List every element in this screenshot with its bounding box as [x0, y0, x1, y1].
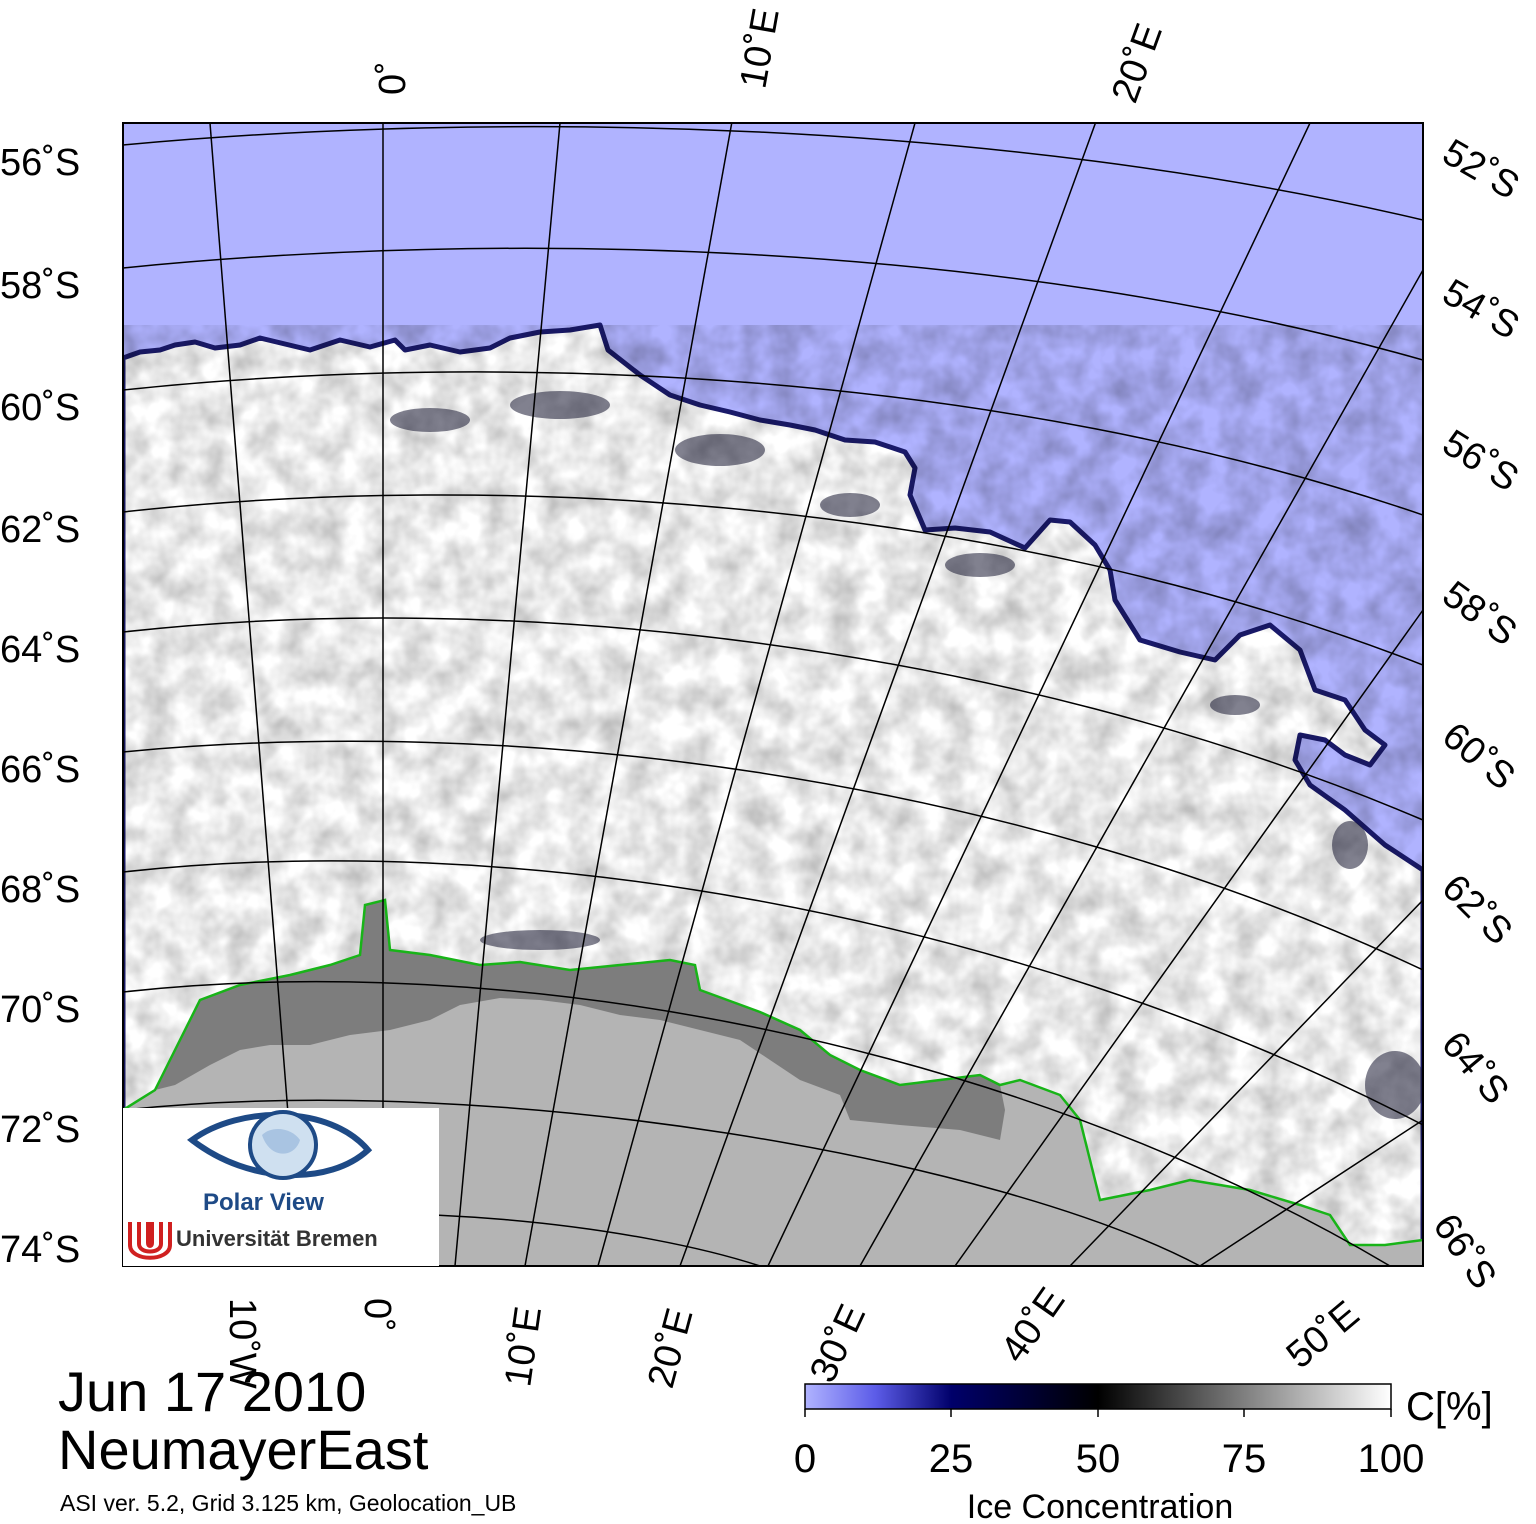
colorbar-tick: 50: [1076, 1437, 1121, 1481]
lat-label: 56˚S: [0, 142, 80, 184]
colorbar-tick: 25: [929, 1437, 974, 1481]
lat-label: 58˚S: [1435, 573, 1525, 654]
lat-label: 52˚S: [1436, 131, 1527, 208]
colorbar: 0 25 50 75 100 C[%] Ice Concentration: [794, 1383, 1493, 1524]
bremen-seal-icon: [128, 1222, 172, 1260]
lon-label: 10˚W: [221, 1298, 263, 1389]
region-title: NeumayerEast: [58, 1418, 429, 1481]
lat-label: 66˚S: [1425, 1207, 1505, 1297]
product-info: ASI ver. 5.2, Grid 3.125 km, Geolocation…: [60, 1490, 517, 1516]
lat-labels-right: 52˚S 54˚S 56˚S 58˚S 60˚S 62˚S 64˚S 66˚S: [1425, 131, 1526, 1296]
lon-label: 40˚E: [993, 1280, 1073, 1370]
graticule: [123, 123, 1423, 1266]
date-title: Jun 17 2010: [58, 1360, 367, 1423]
logo-university: Universität Bremen: [176, 1226, 378, 1251]
lon-label: 0˚: [356, 1298, 398, 1332]
colorbar-unit: C[%]: [1406, 1385, 1493, 1429]
lon-label: 10˚E: [497, 1304, 550, 1389]
lat-label: 68˚S: [0, 869, 80, 911]
lat-label: 62˚S: [1434, 867, 1520, 953]
map-frame: [122, 122, 1424, 1267]
eye-globe-icon: [187, 1110, 373, 1180]
lon-label: 20˚E: [1104, 18, 1171, 108]
lon-label: 20˚E: [640, 1304, 701, 1392]
lat-label: 64˚S: [0, 629, 80, 671]
lon-label: 50˚E: [1279, 1293, 1367, 1377]
colorbar-tick: 100: [1358, 1437, 1425, 1481]
lon-label: 0˚: [372, 61, 414, 95]
colorbar-gradient: [804, 1383, 1392, 1410]
lat-label: 60˚S: [1434, 715, 1522, 799]
lon-labels-top: 0˚ 10˚E 20˚E: [372, 5, 1171, 108]
lat-label: 70˚S: [0, 989, 80, 1031]
lat-label: 66˚S: [0, 749, 80, 791]
ice-shelf: [155, 900, 1005, 1140]
lat-label: 74˚S: [0, 1229, 80, 1271]
polar-view-logo: Polar View Universität Bremen: [123, 1108, 439, 1266]
lat-label: 56˚S: [1435, 422, 1525, 500]
lon-labels-bottom: 10˚W 0˚ 10˚E 20˚E 30˚E 40˚E 50˚E: [221, 1280, 1367, 1392]
marginal-ice-zone: [390, 391, 1423, 1119]
lat-label: 58˚S: [0, 265, 80, 307]
lon-label: 10˚E: [733, 5, 788, 91]
lon-label: 30˚E: [802, 1298, 874, 1389]
lat-label: 64˚S: [1433, 1024, 1517, 1112]
colorbar-tick: 0: [794, 1437, 816, 1481]
lat-label: 62˚S: [0, 509, 80, 551]
lat-labels-left: 56˚S 58˚S 60˚S 62˚S 64˚S 66˚S 68˚S 70˚S …: [0, 142, 80, 1271]
colorbar-tick: 75: [1222, 1437, 1267, 1481]
logo-title: Polar View: [203, 1189, 324, 1216]
lat-label: 72˚S: [0, 1109, 80, 1151]
lat-label: 54˚S: [1436, 271, 1527, 348]
colorbar-label: Ice Concentration: [967, 1488, 1234, 1524]
lat-label: 60˚S: [0, 387, 80, 429]
coastline: [123, 898, 1423, 1247]
